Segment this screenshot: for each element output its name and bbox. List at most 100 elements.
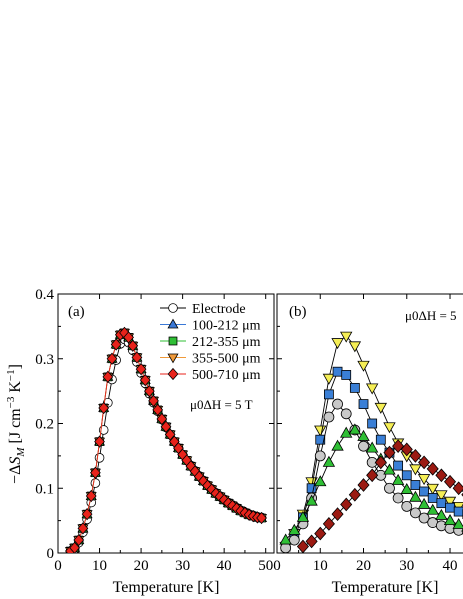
data-point [348,341,362,353]
data-point [452,481,463,496]
data-point [366,468,379,483]
data-point [90,478,101,488]
data-point [452,517,463,529]
data-point [348,487,361,502]
data-point [445,502,455,513]
data-point [374,455,387,470]
legend-marker [168,336,178,346]
x-tick-label: 20 [356,558,371,574]
data-b [279,331,463,553]
x-tick-label: 10 [92,558,107,574]
data-point [367,418,378,429]
data-point [383,445,396,460]
data-point [135,363,147,376]
x-tick-label: 0 [273,558,281,574]
series-500-710-m [65,326,267,553]
series-line [285,335,463,547]
data-point [418,512,430,524]
data-point [426,503,439,515]
data-point [331,507,344,522]
data-point [218,493,230,507]
data-point [365,441,379,453]
legend-marker [168,303,178,313]
data-point [164,428,176,441]
x-axis-label-b: Temperature [K] [332,579,439,596]
data-point [314,425,327,437]
y-tick-label: 0.3 [35,352,54,368]
data-point [410,507,421,519]
data-point [358,399,369,409]
legend-entry: 355-500 μm [160,352,261,367]
data-point [393,460,404,471]
data-point [340,331,353,343]
panel-label-a: (a) [68,304,85,320]
x-tick-label: 40 [217,558,232,574]
data-point [427,493,438,503]
legend-label: 100-212 μm [192,319,261,334]
x-axis-label-a: Temperature [K] [113,579,220,596]
data-point [357,429,370,441]
y-tick-label: 0.4 [35,287,54,303]
x-tick-label: 40 [443,558,458,574]
data-point [81,508,93,521]
data-point [358,440,369,452]
data-point [77,522,89,535]
x-tick-label: 30 [399,558,414,574]
data-point [409,490,422,502]
data-point [392,492,404,504]
data-point [383,463,396,475]
data-point [391,473,405,485]
data-point [279,533,292,545]
data-point [453,506,463,517]
data-point [426,461,439,476]
data-point [106,352,118,365]
data-point [341,370,352,380]
data-point [322,455,336,467]
panel-label-b: (b) [289,304,307,320]
y-tick-label: 0 [47,546,55,562]
x-tick-label: 50 [258,558,273,574]
data-point [305,494,318,506]
legend-label: 500-710 μm [192,368,261,383]
data-point [315,434,326,445]
data-point [349,382,360,393]
data-point [314,450,326,462]
data-point [322,517,335,531]
data-point [305,534,318,549]
data-point [357,360,370,372]
data-point [340,497,353,512]
data-point [314,475,327,487]
data-point [94,453,105,463]
data-point [443,514,457,526]
data-point [331,338,344,350]
data-point [332,398,343,410]
data-point [85,489,97,503]
data-point [340,426,353,438]
data-point [426,483,439,495]
data-point [123,331,134,344]
series-b3 [279,423,463,545]
legend-marker [167,353,179,364]
panel-b: 0 10 20 30 40 (b) μ0ΔH = 5 Temperature [K] [273,293,463,596]
data-point [144,385,155,398]
legend-entry: 500-710 μm [160,367,261,383]
data-point [102,370,114,383]
data-point [131,351,143,364]
data-point [409,449,422,463]
data-point [156,412,168,426]
data-point [324,389,334,400]
data-point [90,466,101,479]
data-point [160,420,172,433]
data-point [296,510,310,522]
data-point [148,394,159,407]
data-point [435,468,448,483]
legend-label: 355-500 μm [192,352,261,367]
data-point [384,482,395,494]
data-point [314,526,327,541]
x-tick-label: 30 [175,558,190,574]
data-point [323,411,335,423]
data-point [110,338,122,351]
axes-b: 0 10 20 30 40 [273,293,458,574]
